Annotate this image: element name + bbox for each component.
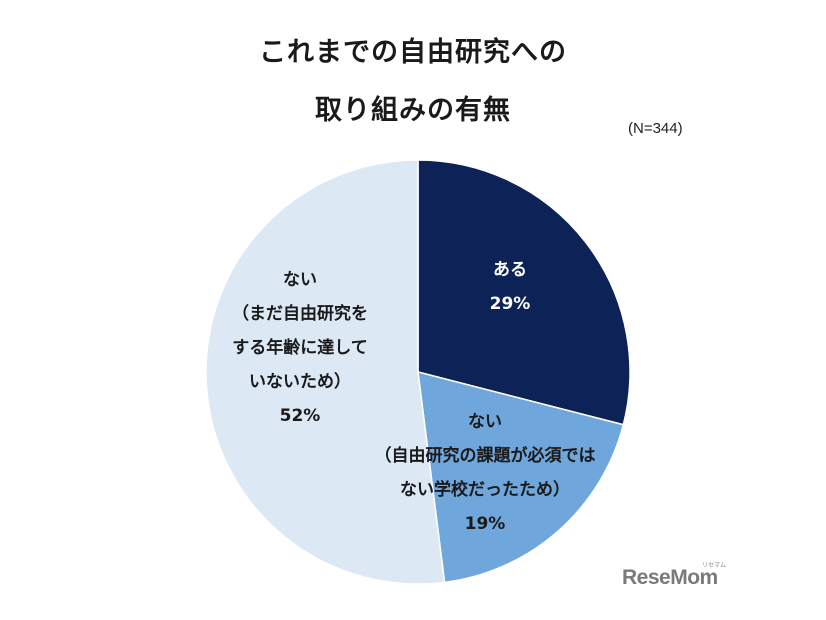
slice-value-label-0: 29%: [490, 294, 531, 314]
resemom-logo: ReseMom: [622, 566, 718, 589]
pie-slice-2: [205, 159, 446, 585]
slice-label-2-line-0: ない: [283, 270, 317, 290]
pie-slice-1: [417, 370, 625, 584]
slice-label-2-line-1: （まだ自由研究を: [232, 303, 368, 324]
resemom-logo-subtext: リセマム: [702, 562, 727, 569]
slice-label-1-line-0: ない: [468, 412, 502, 432]
chart-title-line-1: これまでの自由研究への: [259, 37, 567, 68]
slice-value-label-2: 52%: [280, 406, 321, 426]
slice-label-0-line-0: ある: [493, 260, 527, 280]
pie-slice-0: [417, 159, 631, 426]
slice-label-1-line-2: ない学校だったため）: [400, 479, 570, 500]
slice-value-label-1: 19%: [465, 514, 506, 534]
slice-label-1-line-1: （自由研究の課題が必須では: [375, 445, 596, 466]
chart-title-line-2: 取り組みの有無: [315, 95, 511, 126]
slice-label-2-line-3: いないため）: [249, 371, 351, 392]
sample-size-note: (N=344): [628, 120, 683, 137]
slice-label-2-line-2: する年齢に達して: [232, 337, 368, 358]
